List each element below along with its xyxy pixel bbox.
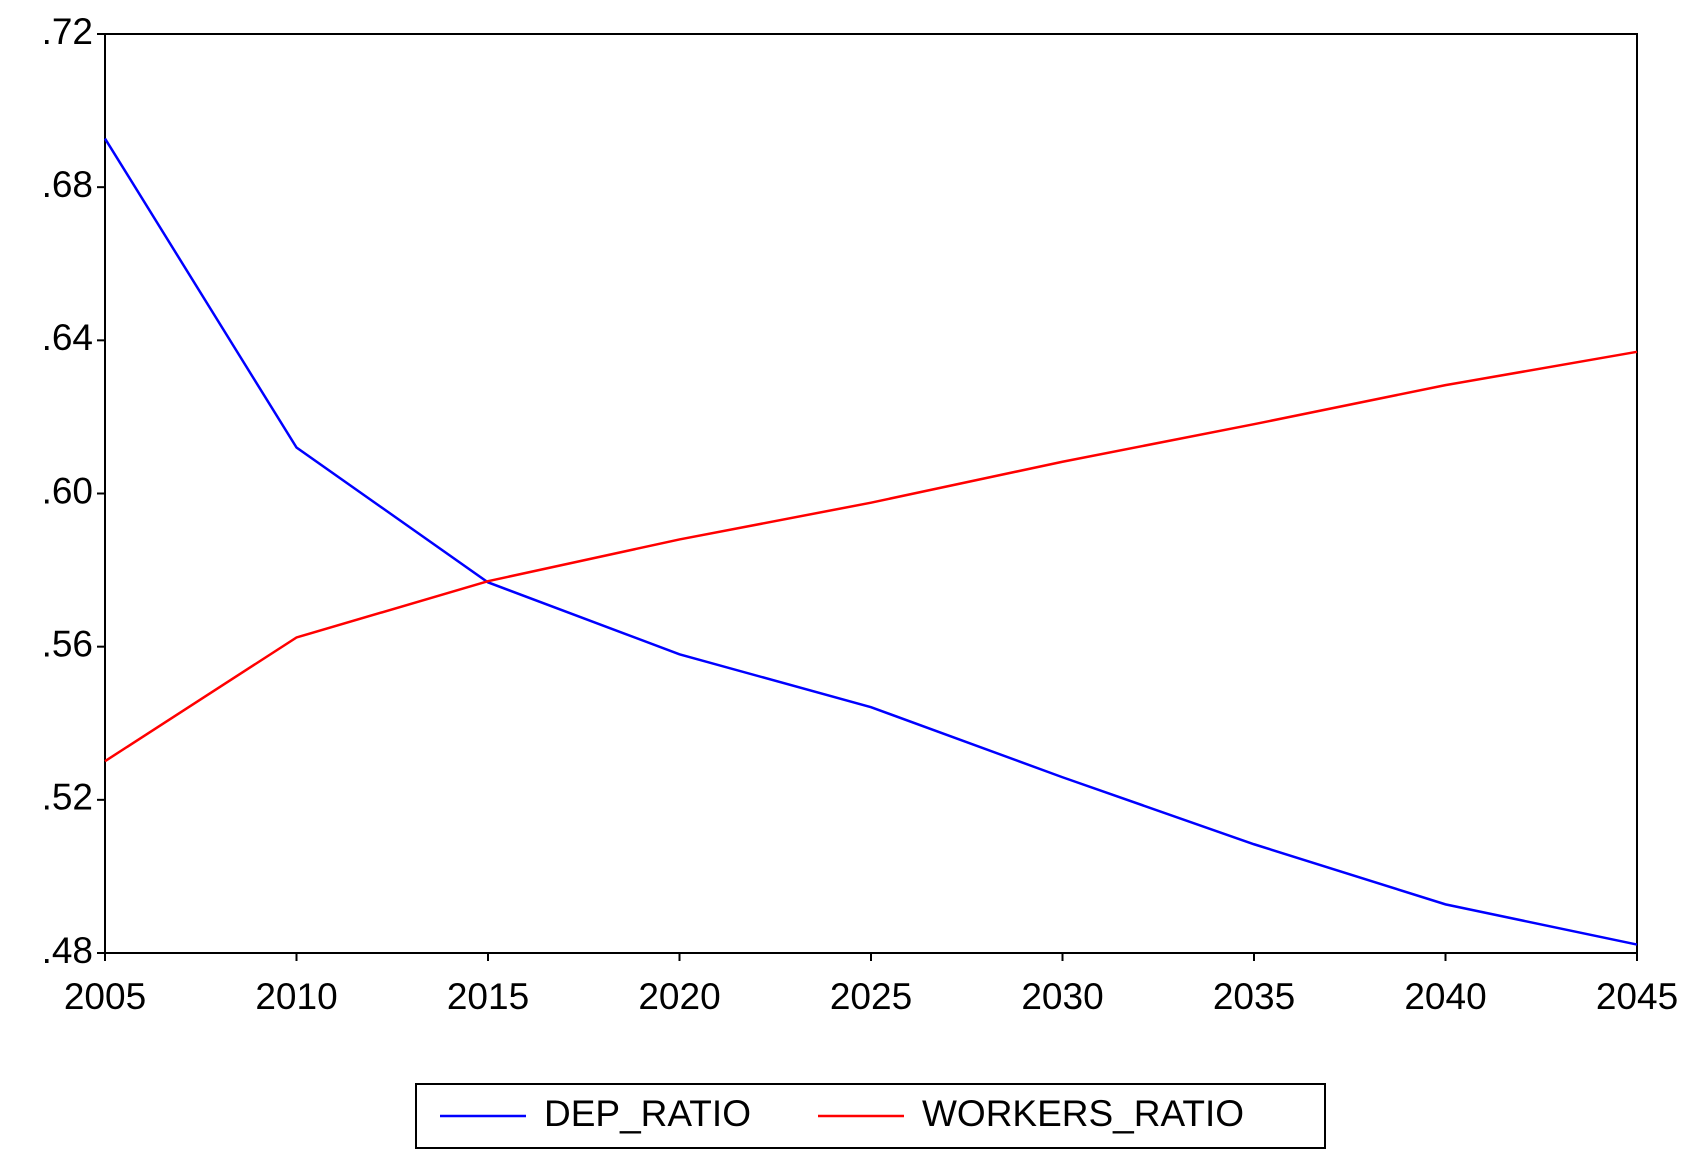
- x-tick-label: 2020: [638, 976, 720, 1017]
- series-line: [103, 137, 1638, 946]
- y-tick-label: .72: [42, 11, 93, 52]
- y-tick-label: .48: [42, 930, 93, 971]
- x-tick-label: 2030: [1021, 976, 1103, 1017]
- y-tick-label: .60: [42, 470, 93, 511]
- y-tick-label: .68: [42, 164, 93, 205]
- legend-label: DEP_RATIO: [544, 1093, 751, 1134]
- series-line: [104, 350, 1638, 763]
- y-tick-label: .64: [42, 317, 93, 358]
- x-tick-label: 2040: [1404, 976, 1486, 1017]
- y-tick-label: .56: [42, 623, 93, 664]
- plot-frame: [104, 33, 1638, 954]
- x-tick-label: 2015: [447, 976, 529, 1017]
- x-tick-label: 2010: [255, 976, 337, 1017]
- y-tick-label: .52: [42, 777, 93, 818]
- x-tick-label: 2035: [1213, 976, 1295, 1017]
- legend-label: WORKERS_RATIO: [922, 1093, 1244, 1134]
- x-tick-label: 2005: [64, 976, 146, 1017]
- x-tick-label: 2025: [830, 976, 912, 1017]
- x-tick-label: 2045: [1596, 976, 1678, 1017]
